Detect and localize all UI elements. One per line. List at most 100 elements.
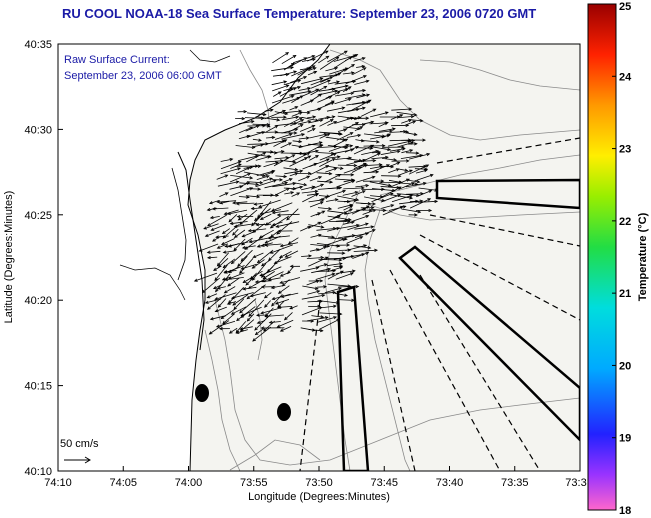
current-vector-head (250, 206, 255, 211)
current-annotation-line1: Raw Surface Current: (64, 54, 170, 66)
current-vector-head (427, 198, 432, 202)
current-vector (281, 292, 299, 298)
current-vector-head (333, 304, 337, 308)
current-vector-head (298, 139, 303, 144)
current-vector-head (396, 115, 401, 119)
current-vector-head (312, 115, 317, 119)
current-vector-head (250, 120, 255, 124)
current-vector (338, 235, 355, 239)
current-vector (353, 160, 376, 163)
current-vector-head (259, 216, 264, 220)
current-vector (417, 200, 438, 203)
current-vector (309, 201, 324, 208)
current-vector-head (389, 192, 394, 196)
current-vector (217, 286, 226, 289)
current-vector (240, 319, 255, 332)
current-vector (218, 258, 229, 268)
current-vector-head (345, 143, 350, 148)
current-vector-head (359, 126, 364, 130)
current-vector-head (344, 138, 349, 142)
current-vector-head (408, 107, 413, 111)
current-vector-head (262, 152, 267, 156)
current-vector (362, 121, 374, 125)
current-vector-head (235, 330, 240, 334)
current-vector-head (261, 131, 266, 135)
current-vector-head (384, 155, 389, 160)
current-vector-head (346, 199, 351, 204)
current-vector (300, 186, 315, 191)
current-vector (371, 193, 393, 203)
current-vector (353, 57, 366, 62)
current-vector (233, 298, 245, 310)
current-vector-head (310, 99, 314, 103)
current-vector (302, 285, 318, 290)
current-vector-head (264, 222, 269, 226)
current-vector (316, 243, 340, 247)
current-vector (263, 162, 279, 168)
current-vector (324, 287, 342, 293)
current-vector (299, 125, 315, 132)
current-vector-head (274, 161, 279, 165)
current-vector (381, 133, 391, 139)
current-vector-head (297, 86, 302, 90)
current-vector (272, 91, 282, 97)
current-vector (291, 111, 303, 117)
current-vector (252, 259, 265, 269)
current-vector-head (338, 312, 343, 316)
current-vector (380, 150, 400, 155)
current-vector (222, 313, 236, 325)
current-vector-head (387, 147, 392, 152)
current-vector-head (280, 150, 285, 154)
current-vector (317, 263, 328, 268)
current-vector-head (328, 95, 333, 99)
current-vector (269, 321, 281, 323)
current-vector (408, 165, 427, 168)
current-vector (343, 221, 355, 225)
current-vector (308, 329, 323, 332)
current-vector (352, 215, 369, 222)
current-vector (238, 196, 250, 198)
current-vector (319, 158, 336, 167)
current-vector-head (221, 230, 226, 235)
current-vector-head (338, 186, 343, 190)
island-marker (277, 403, 291, 421)
current-vector (221, 238, 235, 245)
current-vector-head (361, 64, 366, 69)
current-vector (414, 174, 434, 182)
current-vector-head (343, 68, 347, 72)
current-vector-head (340, 270, 344, 274)
current-vector-head (325, 158, 330, 162)
current-vector-head (277, 290, 282, 294)
current-vector (381, 204, 394, 209)
current-vector-head (327, 79, 331, 83)
current-vector (308, 199, 324, 203)
current-vector-head (416, 180, 421, 184)
current-vector-head (337, 215, 341, 219)
current-vector-head (256, 320, 261, 324)
current-vector-head (293, 70, 298, 74)
x-axis-label: Longitude (Degrees:Minutes) (248, 491, 390, 503)
current-vector-head (376, 140, 380, 144)
current-vector-head (241, 234, 246, 238)
current-vector (235, 321, 247, 333)
current-vector-head (307, 87, 312, 91)
current-vector-head (206, 207, 211, 212)
current-vector-head (256, 195, 261, 199)
current-vector (353, 245, 371, 249)
current-vector (238, 135, 250, 140)
current-vector-head (344, 50, 348, 54)
current-vector (240, 249, 253, 262)
current-vector (317, 146, 337, 148)
current-vector (242, 230, 256, 237)
current-vector (236, 202, 255, 205)
current-vector (360, 203, 376, 205)
inland-shore (171, 167, 187, 281)
current-vector (327, 270, 344, 280)
current-vector-head (260, 243, 265, 247)
current-vector (318, 318, 340, 330)
current-vector-head (273, 179, 277, 183)
current-vector-head (267, 236, 272, 240)
current-vector-head (353, 199, 358, 203)
current-vector (291, 95, 304, 103)
current-vector-head (286, 187, 290, 191)
